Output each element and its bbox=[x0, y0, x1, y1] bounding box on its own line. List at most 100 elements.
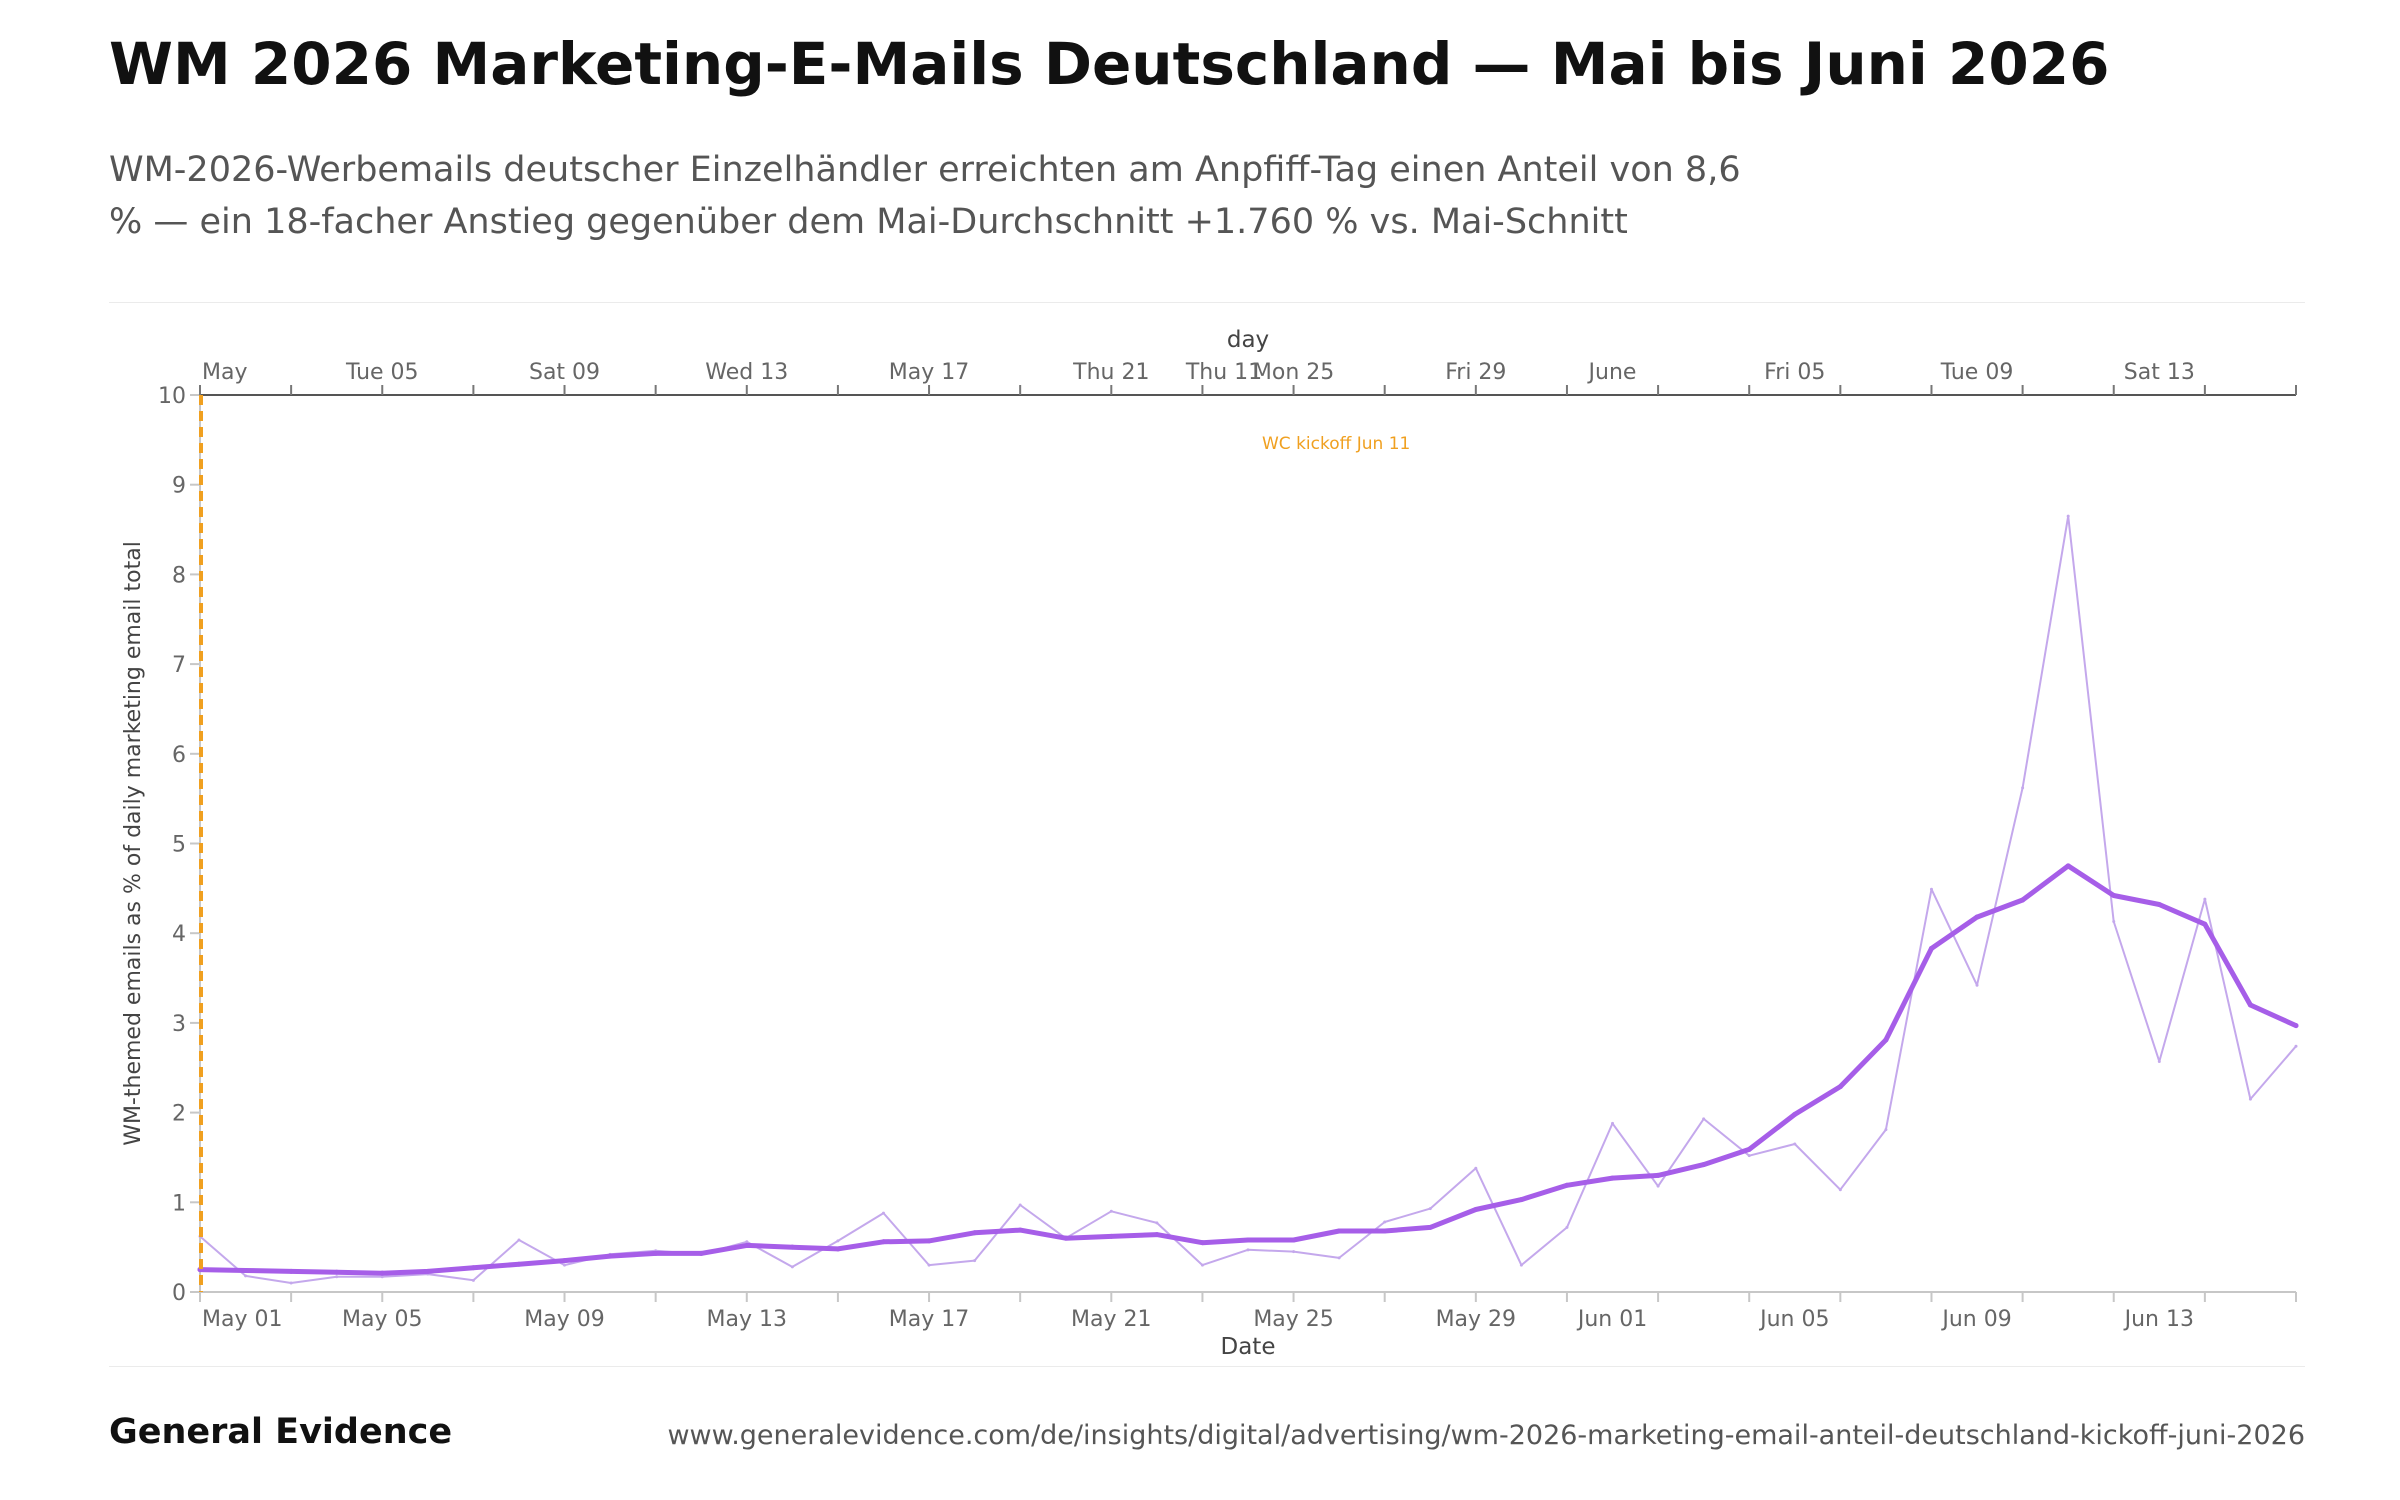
bottom-divider bbox=[109, 1366, 2305, 1367]
subtitle-line-1: WM-2026-Werbemails deutscher Einzelhändl… bbox=[109, 150, 1741, 190]
y-axis-title: WM-themed emails as % of daily marketing… bbox=[121, 541, 146, 1146]
top-tick-label: Fri 29 bbox=[1445, 360, 1506, 385]
data-point-thin bbox=[335, 1275, 339, 1279]
data-point-thin bbox=[517, 1238, 521, 1242]
top-tick-label: Thu 21 bbox=[1072, 360, 1149, 385]
y-tick-label: 7 bbox=[172, 653, 186, 678]
brand-name: General Evidence bbox=[109, 1412, 453, 1452]
data-point-thin bbox=[2066, 514, 2070, 518]
kickoff-annotation-label: WC kickoff Jun 11 bbox=[1262, 434, 1410, 454]
y-tick-label: 8 bbox=[172, 563, 186, 588]
data-point-thick bbox=[835, 1246, 841, 1252]
top-axis-title: day bbox=[1227, 327, 1269, 353]
y-tick-label: 3 bbox=[172, 1012, 186, 1037]
data-point-thin bbox=[1383, 1220, 1387, 1224]
data-point-thin bbox=[380, 1275, 384, 1279]
x-tick-label: Jun 13 bbox=[2123, 1307, 2194, 1332]
data-point-thick bbox=[1746, 1146, 1752, 1152]
data-point-thin bbox=[2021, 786, 2025, 790]
data-point-thin bbox=[471, 1278, 475, 1282]
data-point-thick bbox=[562, 1258, 568, 1264]
data-point-thick bbox=[2247, 1002, 2253, 1008]
data-point-thin bbox=[1474, 1166, 1478, 1170]
top-divider bbox=[109, 302, 2305, 303]
y-tick-label: 9 bbox=[172, 474, 186, 499]
y-tick-label: 1 bbox=[172, 1191, 186, 1216]
data-point-thick bbox=[288, 1268, 294, 1274]
data-point-thin bbox=[1565, 1225, 1569, 1229]
data-point-thin bbox=[745, 1240, 749, 1244]
y-tick-label: 4 bbox=[172, 922, 186, 947]
data-point-thin bbox=[1975, 983, 1979, 987]
data-point-thick bbox=[1199, 1240, 1205, 1246]
data-point-thin bbox=[1793, 1142, 1797, 1146]
y-tick-label: 10 bbox=[158, 384, 186, 409]
data-point-thin bbox=[563, 1263, 567, 1267]
data-point-thick bbox=[926, 1238, 932, 1244]
data-point-thick bbox=[880, 1239, 886, 1245]
x-tick-label: May 05 bbox=[342, 1307, 422, 1332]
data-point-thin bbox=[2203, 897, 2207, 901]
top-tick-label: May bbox=[202, 360, 247, 385]
data-point-thin bbox=[289, 1281, 293, 1285]
top-tick-label: Mon 25 bbox=[1253, 360, 1334, 385]
data-point-thick bbox=[789, 1244, 795, 1250]
x-tick-label: May 29 bbox=[1436, 1307, 1516, 1332]
data-point-thick bbox=[1017, 1227, 1023, 1233]
data-point-thick bbox=[1427, 1224, 1433, 1230]
page-title: WM 2026 Marketing-E-Mails Deutschland — … bbox=[109, 30, 2110, 98]
data-point-thick bbox=[1245, 1237, 1251, 1243]
data-point-thin bbox=[1337, 1256, 1341, 1260]
data-point-thick bbox=[379, 1270, 385, 1276]
data-point-thin bbox=[1428, 1207, 1432, 1211]
top-tick-label: Sat 09 bbox=[529, 360, 600, 385]
y-tick-label: 5 bbox=[172, 833, 186, 858]
data-point-thick bbox=[1564, 1182, 1570, 1188]
data-point-thin bbox=[1109, 1209, 1113, 1213]
top-tick-label-extra: Thu 11 bbox=[1185, 360, 1262, 385]
top-tick-label: Sat 13 bbox=[2124, 360, 2195, 385]
data-point-thick bbox=[744, 1242, 750, 1248]
top-tick-label: Wed 13 bbox=[705, 360, 788, 385]
data-point-thin bbox=[1246, 1248, 1250, 1252]
data-point-thin bbox=[1884, 1128, 1888, 1132]
annotation-layer: WC kickoff Jun 11 bbox=[199, 395, 1410, 1292]
data-point-thick bbox=[1610, 1175, 1616, 1181]
source-url[interactable]: www.generalevidence.com/de/insights/digi… bbox=[667, 1420, 2305, 1451]
data-point-thin bbox=[881, 1211, 885, 1215]
data-point-thin bbox=[1200, 1263, 1204, 1267]
x-tick-label: May 21 bbox=[1071, 1307, 1151, 1332]
series-layer bbox=[197, 514, 2299, 1285]
x-tick-label: Jun 09 bbox=[1940, 1307, 2011, 1332]
page-subtitle: WM-2026-Werbemails deutscher Einzelhändl… bbox=[109, 144, 1749, 248]
data-point-thick bbox=[1974, 914, 1980, 920]
x-tick-label: May 09 bbox=[524, 1307, 604, 1332]
data-point-thick bbox=[1291, 1237, 1297, 1243]
top-tick-label: Tue 09 bbox=[1940, 360, 2014, 385]
data-point-thick bbox=[516, 1261, 522, 1267]
data-point-thin bbox=[2294, 1044, 2298, 1048]
data-point-thick bbox=[2202, 921, 2208, 927]
data-point-thick bbox=[2020, 897, 2026, 903]
data-point-thick bbox=[1518, 1197, 1524, 1203]
data-point-thick bbox=[1063, 1235, 1069, 1241]
y-tick-label: 6 bbox=[172, 743, 186, 768]
data-point-thin bbox=[1018, 1203, 1022, 1207]
data-point-thick bbox=[1336, 1228, 1342, 1234]
data-point-thin bbox=[1292, 1250, 1296, 1254]
line-chart: 0 1 2 3 4 5 6 7 8 9 10 May 01 May 05 May 09 May 13 May … bbox=[121, 327, 2299, 1360]
data-point-thick bbox=[698, 1250, 704, 1256]
data-point-thick bbox=[1655, 1172, 1661, 1178]
data-point-thin bbox=[790, 1265, 794, 1269]
x-tick-label: May 17 bbox=[889, 1307, 969, 1332]
data-point-thin bbox=[1656, 1184, 1660, 1188]
data-point-thin bbox=[973, 1259, 977, 1263]
data-point-thin bbox=[1747, 1154, 1751, 1158]
data-point-thick bbox=[1473, 1206, 1479, 1212]
data-point-thick bbox=[1701, 1162, 1707, 1168]
data-point-thin bbox=[1838, 1188, 1842, 1192]
data-point-thick bbox=[1883, 1037, 1889, 1043]
subtitle-line-2: % — ein 18-facher Anstieg gegenüber dem … bbox=[109, 202, 1628, 242]
data-point-thin bbox=[2157, 1059, 2161, 1063]
y-tick-label: 0 bbox=[172, 1281, 186, 1306]
